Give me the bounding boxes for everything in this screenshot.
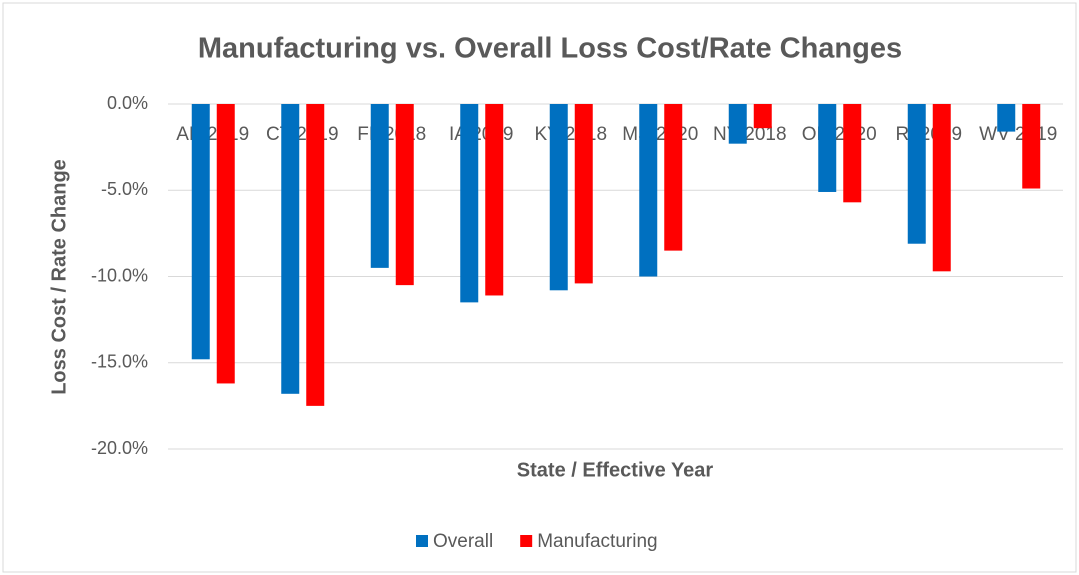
bar — [460, 104, 479, 303]
bar — [997, 104, 1016, 132]
bar — [549, 104, 568, 291]
x-tick-label: IA 2019 — [449, 124, 513, 145]
bar — [728, 104, 747, 144]
bar — [818, 104, 837, 192]
legend-swatch — [520, 535, 533, 547]
bar — [1022, 104, 1041, 189]
bar — [664, 104, 683, 251]
bar — [843, 104, 862, 203]
x-tick-label: FL 2018 — [357, 124, 426, 145]
x-tick-label: WV 2019 — [979, 124, 1057, 145]
bar — [281, 104, 300, 394]
bar — [485, 104, 504, 296]
x-tick-label: AK 2019 — [176, 124, 249, 145]
y-tick-label: -15.0% — [91, 352, 148, 372]
y-tick-label: -10.0% — [91, 265, 148, 285]
x-tick-label: CT 2019 — [266, 124, 339, 145]
chart-title: Manufacturing vs. Overall Loss Cost/Rate… — [198, 33, 902, 65]
bar — [753, 104, 772, 129]
x-tick-label: KY 2018 — [534, 124, 607, 145]
y-axis-label: Loss Cost / Rate Change — [48, 159, 70, 395]
x-axis-label: State / Effective Year — [517, 459, 714, 481]
bar — [574, 104, 593, 284]
x-tick-label: RI 2019 — [895, 124, 962, 145]
bar — [306, 104, 325, 406]
bar — [639, 104, 658, 277]
bar — [932, 104, 951, 272]
legend-label: Manufacturing — [537, 531, 657, 552]
bar — [216, 104, 235, 384]
bar — [191, 104, 210, 360]
bar — [395, 104, 414, 286]
x-tick-label: MS 2020 — [622, 124, 698, 145]
bar — [370, 104, 389, 268]
y-tick-label: -20.0% — [91, 438, 148, 458]
x-tick-label: NY 2018 — [713, 124, 787, 145]
bar — [907, 104, 926, 244]
legend-swatch — [416, 535, 428, 547]
x-tick-label: OK 2020 — [802, 124, 877, 145]
legend-label: Overall — [433, 531, 493, 552]
y-tick-label: -5.0% — [101, 179, 148, 199]
y-tick-label: 0.0% — [107, 93, 148, 113]
